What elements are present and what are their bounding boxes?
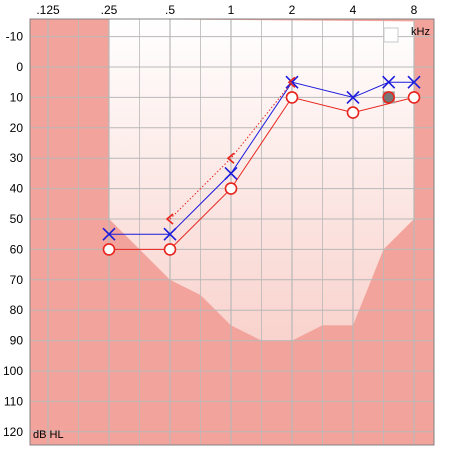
right-ear-circle-series xyxy=(102,91,421,256)
frequency-tick-label: .25 xyxy=(101,3,118,17)
right-ear-circle-marker xyxy=(224,182,238,195)
frequency-tick-label: .5 xyxy=(165,3,175,17)
left-ear-cross-marker xyxy=(224,166,238,180)
right-ear-bone-bracket-series xyxy=(165,76,296,225)
frequency-axis: .125 .25 .5 1 2 4 8 xyxy=(36,3,417,17)
level-axis: -10 0 10 20 30 40 50 60 70 80 90 100 110 120 xyxy=(3,30,23,439)
left-ear-cross-marker xyxy=(163,227,177,241)
level-tick-label: 120 xyxy=(3,425,23,439)
frequency-tick-label: 2 xyxy=(289,3,296,17)
outer-shaded-region xyxy=(30,19,434,445)
level-tick-label: 20 xyxy=(10,121,24,135)
frequency-tick-label: 4 xyxy=(350,3,357,17)
plot-frame xyxy=(29,18,435,446)
level-tick-label: -10 xyxy=(6,30,24,44)
right-ear-bone-bracket-line xyxy=(169,81,293,220)
khz-unit-label: kHz xyxy=(411,26,430,38)
level-tick-label: 80 xyxy=(10,303,24,317)
left-ear-cross-marker xyxy=(382,75,396,89)
left-ear-cross-series xyxy=(102,75,421,241)
unit-labels: kHz dB HL xyxy=(33,26,430,441)
left-ear-cross-marker xyxy=(346,90,360,104)
legend-toggle-checkbox[interactable] xyxy=(383,27,399,43)
masked-marker-circle xyxy=(382,91,395,104)
right-ear-circle-marker xyxy=(163,243,177,256)
frequency-tick-label: 1 xyxy=(228,3,235,17)
level-tick-label: 70 xyxy=(10,273,24,287)
left-ear-cross-marker xyxy=(407,75,421,89)
right-ear-circle-marker xyxy=(102,243,116,256)
frequency-tick-label: 8 xyxy=(411,3,418,17)
right-ear-circle-line xyxy=(109,96,415,250)
frame-border xyxy=(29,18,435,446)
left-ear-cross-marker xyxy=(285,75,299,89)
db-hl-unit-label: dB HL xyxy=(33,429,64,441)
bone-conduction-bracket-marker xyxy=(287,76,296,88)
frequency-tick-label: .125 xyxy=(36,3,60,17)
bone-conduction-bracket-marker xyxy=(165,213,174,225)
bone-conduction-bracket-marker xyxy=(226,152,235,164)
right-ear-circle-marker xyxy=(285,91,299,104)
level-tick-label: 50 xyxy=(10,212,24,226)
plot-area xyxy=(30,19,434,445)
level-tick-label: 90 xyxy=(10,334,24,348)
right-ear-circle-marker xyxy=(407,91,421,104)
level-tick-label: 110 xyxy=(4,394,23,408)
left-ear-cross-marker xyxy=(102,227,116,241)
level-tick-label: 10 xyxy=(10,90,24,104)
right-ear-circle-marker xyxy=(346,106,360,119)
level-tick-label: 40 xyxy=(10,182,24,196)
level-tick-label: 100 xyxy=(3,364,23,378)
level-tick-label: 30 xyxy=(10,151,24,165)
level-tick-label: 0 xyxy=(16,60,23,74)
masked-marker xyxy=(382,91,395,104)
level-tick-label: 60 xyxy=(10,242,24,256)
